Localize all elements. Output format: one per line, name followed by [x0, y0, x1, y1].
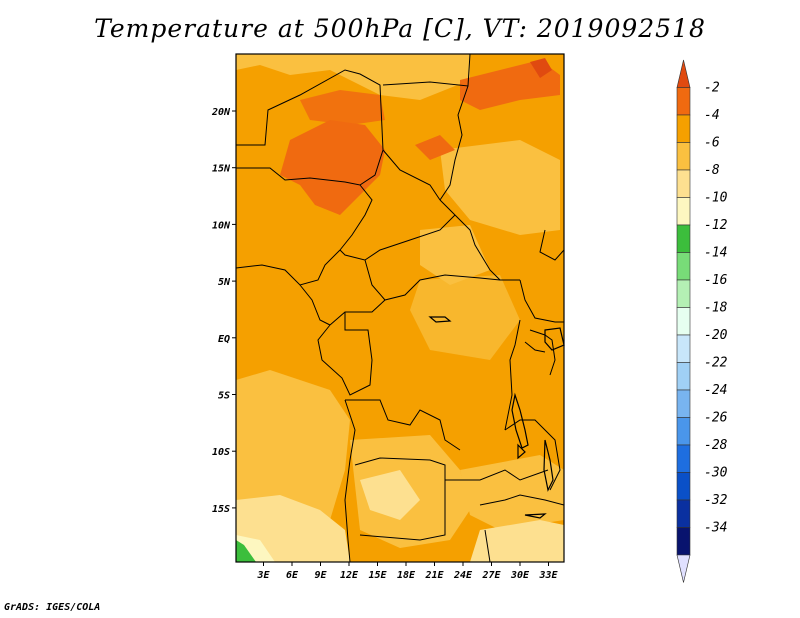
- colorbar-label: -4: [704, 108, 720, 123]
- colorbar-label: -26: [704, 411, 728, 426]
- x-axis: 3E 6E 9E 12E 15E 18E 21E 24E 27E 30E 33E: [256, 562, 559, 581]
- temperature-field: [236, 54, 564, 562]
- colorbar-label: -16: [704, 273, 728, 288]
- colorbar-label: -12: [704, 218, 728, 233]
- x-tick-label: 24E: [453, 570, 473, 581]
- colorbar-swatch: [676, 279, 691, 308]
- colorbar-top-arrow: [676, 59, 691, 88]
- x-tick-label: 15E: [368, 570, 387, 581]
- map-frame: [235, 53, 565, 563]
- colorbar-swatch: [676, 142, 691, 171]
- y-tick-label: 5N: [218, 277, 231, 288]
- lake-mweru: [517, 443, 526, 460]
- colorbar-label: -30: [704, 466, 728, 481]
- colorbar-label: -6: [704, 136, 720, 151]
- colorbar-label: -2: [704, 81, 720, 96]
- colorbar-swatch: [676, 307, 691, 336]
- colorbar-label: -18: [704, 301, 728, 316]
- lake-tanganyika: [511, 392, 529, 449]
- lake-outlines: [428, 316, 565, 519]
- y-tick-label: 20N: [211, 107, 231, 118]
- colorbar: -2 -4 -6 -8 -10 -12 -14 -16 -18 -20 -22 -24 -26 -28 -3…: [676, 59, 728, 583]
- lake-malawi: [543, 439, 554, 492]
- colorbar-label: -20: [704, 328, 728, 343]
- x-tick-label: 33E: [538, 570, 558, 581]
- country-borders: [236, 54, 564, 562]
- colorbar-bottom-arrow: [676, 554, 691, 583]
- colorbar-swatch: [676, 334, 691, 363]
- colorbar-label: -24: [704, 383, 727, 398]
- colorbar-swatch: [676, 169, 691, 198]
- colorbar-swatch: [676, 389, 691, 418]
- y-tick-label: 5S: [218, 391, 230, 402]
- lake-mai-ndombe: [428, 316, 452, 323]
- colorbar-swatch: [676, 444, 691, 473]
- colorbar-label: -34: [704, 521, 727, 536]
- y-tick-label: EQ: [218, 334, 230, 345]
- colorbar-label: -22: [704, 356, 728, 371]
- y-tick-label: 15S: [212, 504, 230, 515]
- x-tick-label: 30E: [510, 570, 530, 581]
- map-title: Temperature at 500hPa [C], VT: 201909251…: [94, 14, 706, 43]
- colorbar-label: -32: [704, 493, 728, 508]
- colorbar-swatch: [676, 499, 691, 528]
- x-tick-label: 12E: [340, 570, 359, 581]
- lake-victoria: [544, 327, 565, 351]
- x-tick-label: 3E: [256, 570, 270, 581]
- colorbar-swatch: [676, 417, 691, 446]
- colorbar-swatch: [676, 87, 691, 116]
- x-tick-label: 9E: [314, 570, 327, 581]
- colorbar-label: -10: [704, 191, 728, 206]
- y-tick-label: 15N: [212, 164, 231, 175]
- colorbar-swatch: [676, 362, 691, 391]
- y-tick-label: 10N: [212, 220, 231, 231]
- colorbar-swatch: [676, 472, 691, 501]
- colorbar-label: -14: [704, 246, 727, 261]
- colorbar-swatch: [676, 224, 691, 253]
- colorbar-swatch: [676, 114, 691, 143]
- colorbar-swatch: [676, 527, 691, 556]
- x-tick-label: 6E: [286, 570, 299, 581]
- y-tick-label: 10S: [212, 447, 230, 458]
- x-tick-label: 21E: [424, 570, 444, 581]
- colorbar-label: -28: [704, 438, 728, 453]
- colorbar-swatch: [676, 252, 691, 281]
- colorbar-label: -8: [704, 163, 720, 178]
- x-tick-label: 18E: [397, 570, 416, 581]
- y-axis: 20N 15N 10N 5N EQ 5S 10S 15S: [211, 107, 236, 515]
- colorbar-swatch: [676, 197, 691, 226]
- x-tick-label: 27E: [481, 570, 501, 581]
- lake-kariba: [524, 513, 547, 519]
- credit-text: GrADS: IGES/COLA: [4, 602, 101, 613]
